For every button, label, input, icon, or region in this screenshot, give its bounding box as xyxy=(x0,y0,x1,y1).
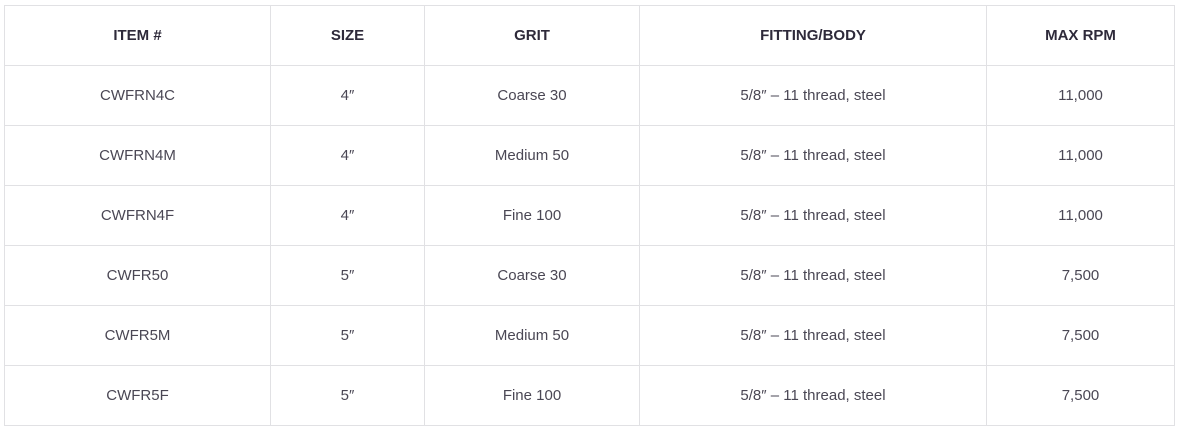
column-header: FITTING/BODY xyxy=(639,5,987,66)
table-cell: Fine 100 xyxy=(424,365,640,426)
table-cell: 5/8″ – 11 thread, steel xyxy=(639,125,987,186)
table-cell: CWFRN4F xyxy=(4,185,271,246)
table-cell: CWFR5F xyxy=(4,365,271,426)
table-cell: 11,000 xyxy=(986,125,1175,186)
table-cell: Coarse 30 xyxy=(424,245,640,306)
column-header: ITEM # xyxy=(4,5,271,66)
table-header-row: ITEM # SIZE GRIT FITTING/BODY MAX RPM xyxy=(4,5,1175,66)
table-cell: Coarse 30 xyxy=(424,65,640,126)
table-cell: 5/8″ – 11 thread, steel xyxy=(639,185,987,246)
column-header: GRIT xyxy=(424,5,640,66)
table-cell: 5″ xyxy=(270,365,425,426)
table-row: CWFR50 5″ Coarse 30 5/8″ – 11 thread, steel… xyxy=(4,245,1175,306)
table-row: CWFRN4C 4″ Coarse 30 5/8″ – 11 thread, stee… xyxy=(4,65,1175,126)
table-cell: 7,500 xyxy=(986,245,1175,306)
table-row: CWFRN4F 4″ Fine 100 5/8″ – 11 thread, steel… xyxy=(4,185,1175,246)
table-row: CWFRN4M 4″ Medium 50 5/8″ – 11 thread, stee… xyxy=(4,125,1175,186)
table-row: CWFR5M 5″ Medium 50 5/8″ – 11 thread, steel… xyxy=(4,305,1175,366)
table-cell: 4″ xyxy=(270,65,425,126)
table-cell: CWFR50 xyxy=(4,245,271,306)
table-cell: 4″ xyxy=(270,185,425,246)
column-header: SIZE xyxy=(270,5,425,66)
table-cell: 4″ xyxy=(270,125,425,186)
table-cell: 7,500 xyxy=(986,305,1175,366)
table-cell: 5/8″ – 11 thread, steel xyxy=(639,245,987,306)
table-cell: Medium 50 xyxy=(424,125,640,186)
table-cell: 11,000 xyxy=(986,185,1175,246)
table-cell: 5/8″ – 11 thread, steel xyxy=(639,365,987,426)
table-cell: 7,500 xyxy=(986,365,1175,426)
table-row: CWFR5F 5″ Fine 100 5/8″ – 11 thread, steel 7… xyxy=(4,365,1175,426)
table-cell: 11,000 xyxy=(986,65,1175,126)
table-cell: Fine 100 xyxy=(424,185,640,246)
table-cell: 5/8″ – 11 thread, steel xyxy=(639,305,987,366)
column-header: MAX RPM xyxy=(986,5,1175,66)
table-cell: CWFRN4C xyxy=(4,65,271,126)
table-cell: 5″ xyxy=(270,305,425,366)
table-cell: 5/8″ – 11 thread, steel xyxy=(639,65,987,126)
table-cell: Medium 50 xyxy=(424,305,640,366)
table-cell: CWFRN4M xyxy=(4,125,271,186)
table-cell: CWFR5M xyxy=(4,305,271,366)
product-spec-table: ITEM # SIZE GRIT FITTING/BODY MAX RPM CWFRN4… xyxy=(4,5,1175,426)
table-cell: 5″ xyxy=(270,245,425,306)
